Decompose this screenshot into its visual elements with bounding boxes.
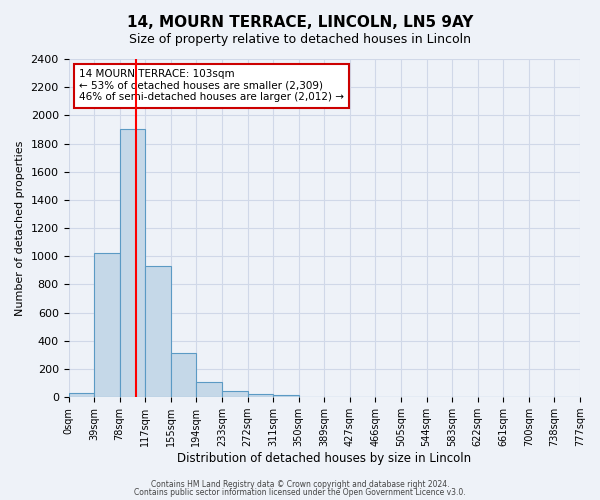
Bar xyxy=(222,391,248,397)
Bar xyxy=(94,253,119,397)
Text: Contains public sector information licensed under the Open Government Licence v3: Contains public sector information licen… xyxy=(134,488,466,497)
Text: Size of property relative to detached houses in Lincoln: Size of property relative to detached ho… xyxy=(129,32,471,46)
Bar xyxy=(119,130,145,397)
Bar xyxy=(171,353,196,397)
Bar xyxy=(248,394,273,397)
Y-axis label: Number of detached properties: Number of detached properties xyxy=(15,140,25,316)
Text: Contains HM Land Registry data © Crown copyright and database right 2024.: Contains HM Land Registry data © Crown c… xyxy=(151,480,449,489)
Bar xyxy=(145,266,171,397)
Bar xyxy=(196,382,222,397)
X-axis label: Distribution of detached houses by size in Lincoln: Distribution of detached houses by size … xyxy=(177,452,472,465)
Text: 14, MOURN TERRACE, LINCOLN, LN5 9AY: 14, MOURN TERRACE, LINCOLN, LN5 9AY xyxy=(127,15,473,30)
Bar xyxy=(68,393,94,397)
Text: 14 MOURN TERRACE: 103sqm
← 53% of detached houses are smaller (2,309)
46% of sem: 14 MOURN TERRACE: 103sqm ← 53% of detach… xyxy=(79,69,344,102)
Bar xyxy=(273,395,299,397)
